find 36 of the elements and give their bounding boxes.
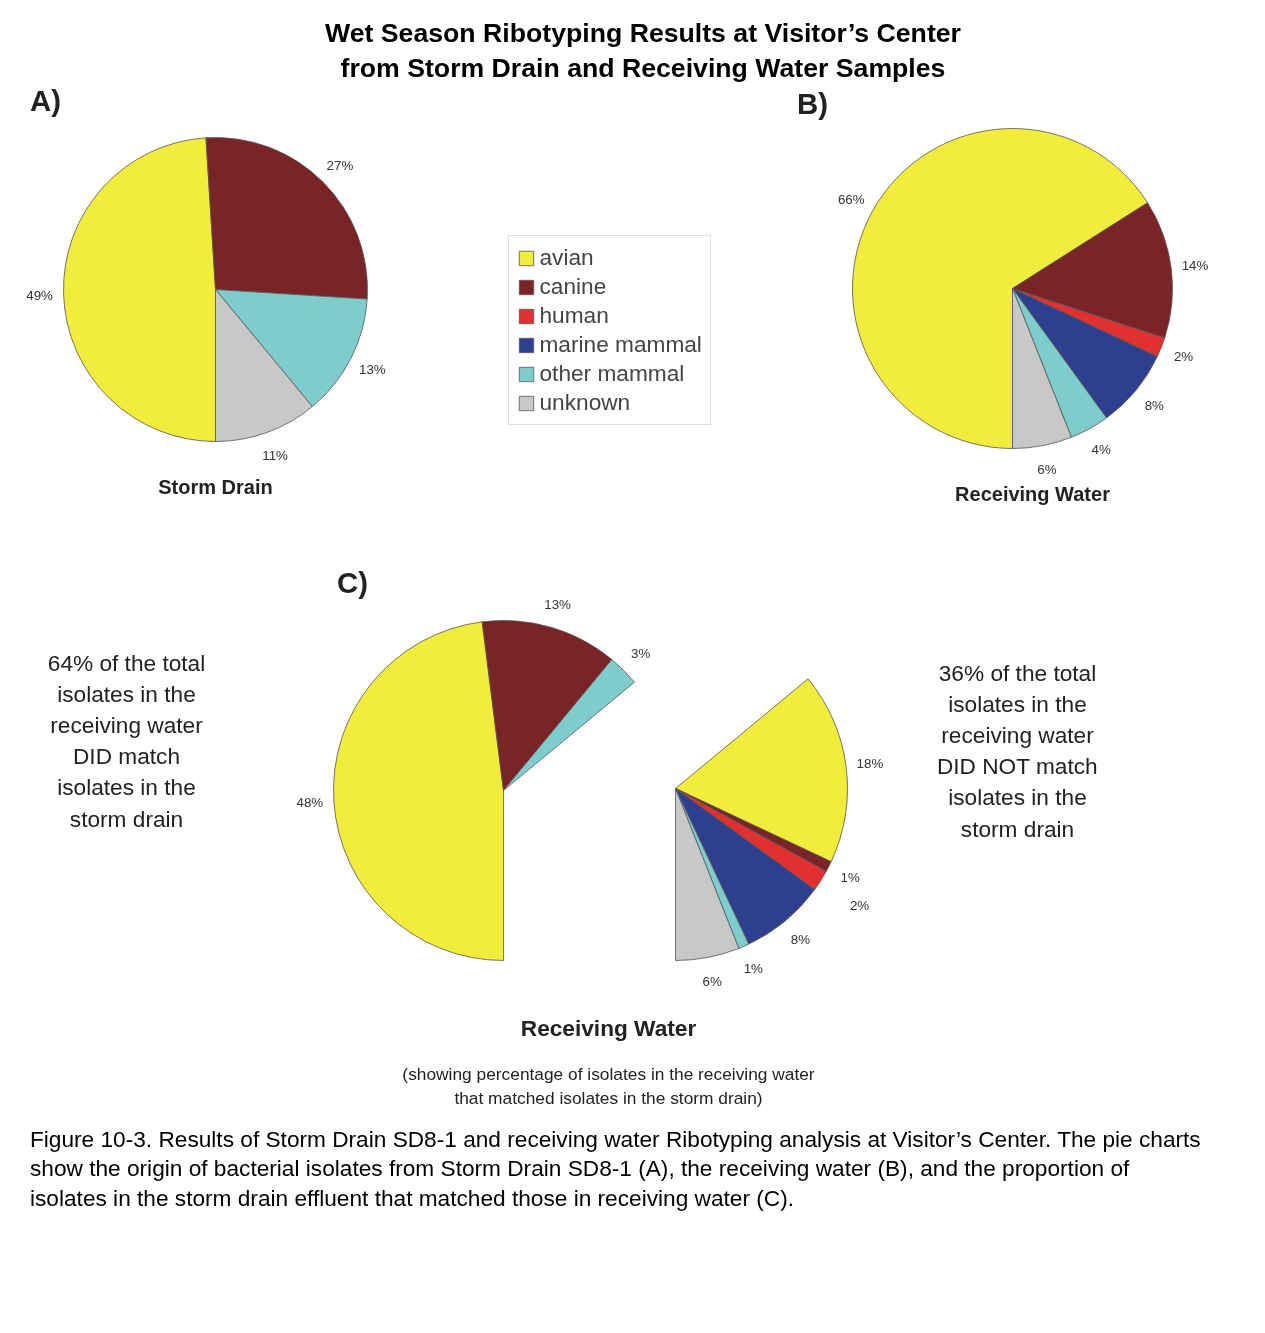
slice-label: Storm Drain: [158, 475, 273, 498]
caption: Figure 10-3. Results of Storm Drain SD8-1 and receiving water Ribotyping analysis at Visitor’s Center. The pie charts show the origin of bacterial isolates from Storm Drain SD8-1 (A), the receiving water (B), and the proportion of isolates in the storm drain effluent that matched those in receiving water (C).: [30, 1125, 1202, 1213]
data-label: 6%: [702, 973, 723, 989]
text: 64% of the total isolates in the receiving water DID match isolates in the storm drain: [47, 649, 206, 832]
legend-label: other mammal: [539, 360, 685, 387]
data-label: 14%: [1181, 257, 1209, 273]
text: 36% of the total isolates in the receiving water DID NOT match isolates in the storm drain: [936, 659, 1098, 842]
data-label: 49%: [26, 287, 54, 303]
data-label: 2%: [1173, 348, 1194, 364]
text: Receiving Water: [520, 1014, 697, 1041]
data-label: 8%: [790, 932, 811, 948]
data-label: 27%: [326, 157, 354, 173]
legend-label: unknown: [539, 389, 631, 416]
data-label: 11%: [262, 447, 289, 463]
data-label: 4%: [1091, 442, 1111, 458]
data-label: 1%: [743, 960, 764, 976]
text: (showing percentage of isolates in the receiving water that matched isolates in the storm drain): [402, 1063, 815, 1108]
legend-label: avian: [539, 244, 594, 271]
data-label: 1%: [840, 869, 860, 885]
data-label: 18%: [856, 756, 884, 772]
data-label: 8%: [1144, 398, 1165, 414]
text: A): [30, 84, 61, 117]
legend-label: canine: [539, 273, 607, 300]
legend-label: marine mammal: [539, 331, 702, 358]
data-label: 3%: [631, 645, 651, 661]
data-label: 13%: [358, 361, 386, 377]
text: C): [337, 566, 368, 599]
text: B): [797, 87, 828, 120]
slice-label: Receiving Water: [955, 482, 1111, 505]
data-label: 13%: [544, 596, 572, 612]
legend-label: human: [539, 302, 609, 329]
data-label: 48%: [296, 795, 324, 811]
data-label: 6%: [1037, 461, 1057, 477]
data-label: 66%: [837, 192, 865, 208]
chart-title: Wet Season Ribotyping Results at Visitor’s Center from Storm Drain and Receiving Water Samples: [325, 18, 961, 83]
data-label: 2%: [849, 897, 870, 913]
